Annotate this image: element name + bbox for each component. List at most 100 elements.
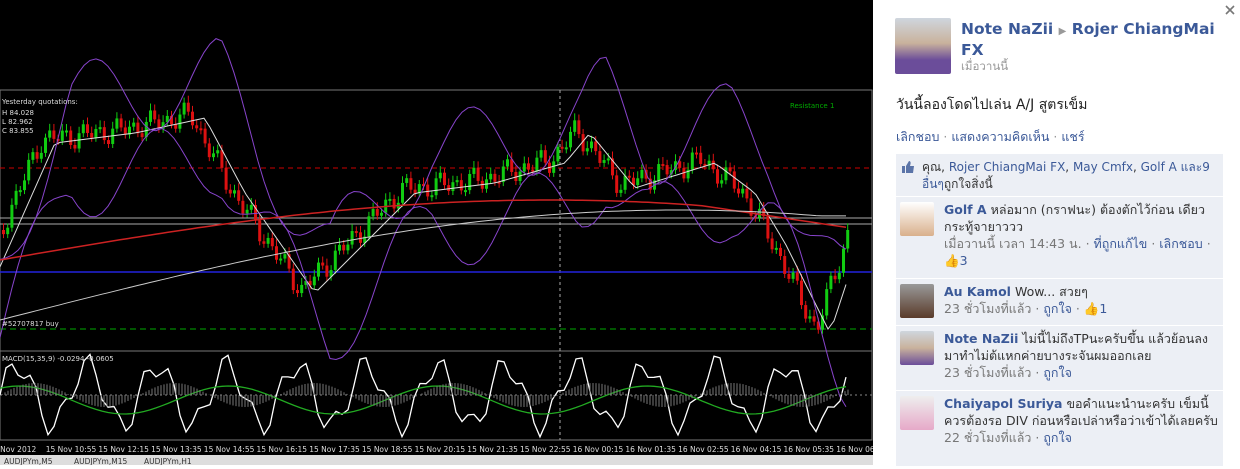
candle-body — [472, 167, 476, 174]
comment-action[interactable]: ถูกใจ — [1043, 430, 1072, 445]
comment-time[interactable]: 23 ชั่วโมงที่แล้ว — [944, 365, 1032, 380]
candle-body — [375, 209, 379, 216]
liker[interactable]: Golf A — [1140, 160, 1177, 174]
candle-body — [716, 169, 719, 184]
comment-avatar[interactable] — [900, 202, 934, 236]
candle-body — [808, 316, 812, 319]
comment-author[interactable]: Golf A — [944, 202, 987, 217]
candle-body — [98, 127, 102, 130]
candle-body — [2, 230, 5, 235]
time-label: 15 Nov 16:15 — [257, 445, 308, 454]
candle-body — [493, 173, 497, 182]
likes-others[interactable]: และ9 อื่นๆ — [922, 160, 1210, 191]
candle-body — [170, 115, 173, 125]
comment-time[interactable]: เมื่อวานนี้ เวลา 14:43 น. — [944, 236, 1082, 251]
comment: Golf A หล่อมาก (กราฟนะ) ต้องตักไว้ก่อน เ… — [896, 196, 1223, 278]
candle-body — [123, 127, 127, 135]
likes-text: คุณ, Rojer ChiangMai FX, May Cmfx, Golf … — [922, 160, 1210, 191]
time-label: 5 Nov 2012 — [0, 445, 36, 454]
time-label: 16 Nov 01:35 — [625, 445, 676, 454]
action[interactable]: เลิกชอบ — [896, 129, 940, 144]
candle-body — [791, 272, 795, 279]
candle-body — [674, 161, 677, 171]
candle-body — [837, 272, 841, 280]
candle-body — [342, 244, 346, 251]
candle-body — [426, 184, 430, 197]
candle-body — [69, 130, 73, 145]
post-header: Note NaZii ▶ Rojer ChiangMai FX — [961, 20, 1223, 60]
plot — [0, 38, 850, 439]
candle-body — [388, 198, 392, 201]
candle-body — [594, 141, 598, 152]
candle-body — [270, 237, 274, 247]
target[interactable]: Rojer ChiangMai FX — [961, 20, 1215, 59]
label: C 83.855 — [2, 127, 34, 135]
candle-body — [657, 164, 661, 181]
candle-body — [77, 133, 81, 149]
liker[interactable]: Rojer ChiangMai FX — [948, 160, 1066, 174]
comment-text: ขอคำแนะนำนะครับ เข็มนี้ควรต้องรอ DIV ก่อ… — [944, 396, 1218, 428]
candle-body — [350, 231, 354, 245]
candle-body — [90, 132, 94, 138]
candle-body — [216, 150, 220, 154]
comment-time[interactable]: 23 ชั่วโมงที่แล้ว — [944, 301, 1032, 316]
action[interactable]: แสดงความคิดเห็น — [951, 129, 1050, 144]
candle-body — [821, 315, 824, 330]
candle-body — [161, 122, 165, 129]
candle-body — [413, 189, 417, 194]
candle-body — [749, 198, 753, 216]
candle-body — [262, 241, 266, 244]
close-button[interactable] — [1224, 4, 1236, 16]
candle-body — [795, 272, 799, 281]
comment-body: Chaiyapol Suriya ขอคำแนะนำนะครับ เข็มนี้… — [944, 395, 1219, 446]
candle-body — [186, 102, 190, 112]
candle-body — [258, 220, 262, 242]
avatar[interactable] — [895, 18, 951, 74]
candle-body — [52, 130, 56, 139]
like-count[interactable]: 1 — [1099, 301, 1108, 316]
action[interactable]: แชร์ — [1061, 129, 1085, 144]
comment-action[interactable]: ถูกใจ — [1043, 301, 1072, 316]
comment-avatar[interactable] — [900, 331, 934, 365]
label: #52707817 buy — [2, 320, 59, 328]
comment-action[interactable]: ที่ถูกแก้ไข — [1093, 236, 1148, 251]
time-label: 16 Nov 05:35 — [784, 445, 835, 454]
candle-body — [527, 163, 530, 170]
time-label: 16 Nov 06:55 — [836, 445, 873, 454]
comment-time[interactable]: 22 ชั่วโมงที่แล้ว — [944, 430, 1032, 445]
candle-body — [241, 200, 245, 214]
liker[interactable]: May Cmfx — [1072, 160, 1133, 174]
candle-body — [522, 163, 526, 172]
candle-body — [81, 124, 85, 134]
label: H 84.028 — [2, 109, 34, 117]
time-label: 15 Nov 14:55 — [204, 445, 255, 454]
candle-body — [812, 316, 816, 322]
like-count[interactable]: 3 — [959, 253, 968, 268]
time-label: 15 Nov 18:55 — [362, 445, 413, 454]
comment-avatar[interactable] — [900, 284, 934, 318]
comment-author[interactable]: Note NaZii — [944, 331, 1019, 346]
signal-line — [0, 385, 847, 415]
comment-action[interactable]: เลิกชอบ — [1159, 236, 1203, 251]
comment-body: Golf A หล่อมาก (กราฟนะ) ต้องตักไว้ก่อน เ… — [944, 201, 1219, 269]
candle-body — [266, 237, 270, 244]
time-label: 15 Nov 21:35 — [467, 445, 518, 454]
comment-author[interactable]: Chaiyapol Suriya — [944, 396, 1063, 411]
comment: Au Kamol Wow... สวยๆ 23 ชั่วโมงที่แล้ว · … — [896, 278, 1223, 325]
comment-action[interactable]: ถูกใจ — [1043, 365, 1072, 380]
ma-slow — [0, 209, 846, 321]
comment-avatar[interactable] — [900, 396, 934, 430]
candle-body — [107, 140, 110, 144]
candle-body — [531, 169, 535, 172]
candle-body — [438, 172, 442, 179]
like-thumb: 👍 — [1083, 301, 1100, 316]
post-time[interactable]: เมื่อวานนี้ — [961, 59, 1009, 73]
candle-body — [283, 254, 287, 259]
candle-body — [585, 148, 589, 152]
author[interactable]: Note NaZii — [961, 20, 1054, 38]
candle-body — [825, 289, 829, 316]
candle-body — [728, 167, 732, 172]
candle-body — [363, 236, 367, 243]
comment-author[interactable]: Au Kamol — [944, 284, 1011, 299]
candle-body — [195, 125, 199, 129]
